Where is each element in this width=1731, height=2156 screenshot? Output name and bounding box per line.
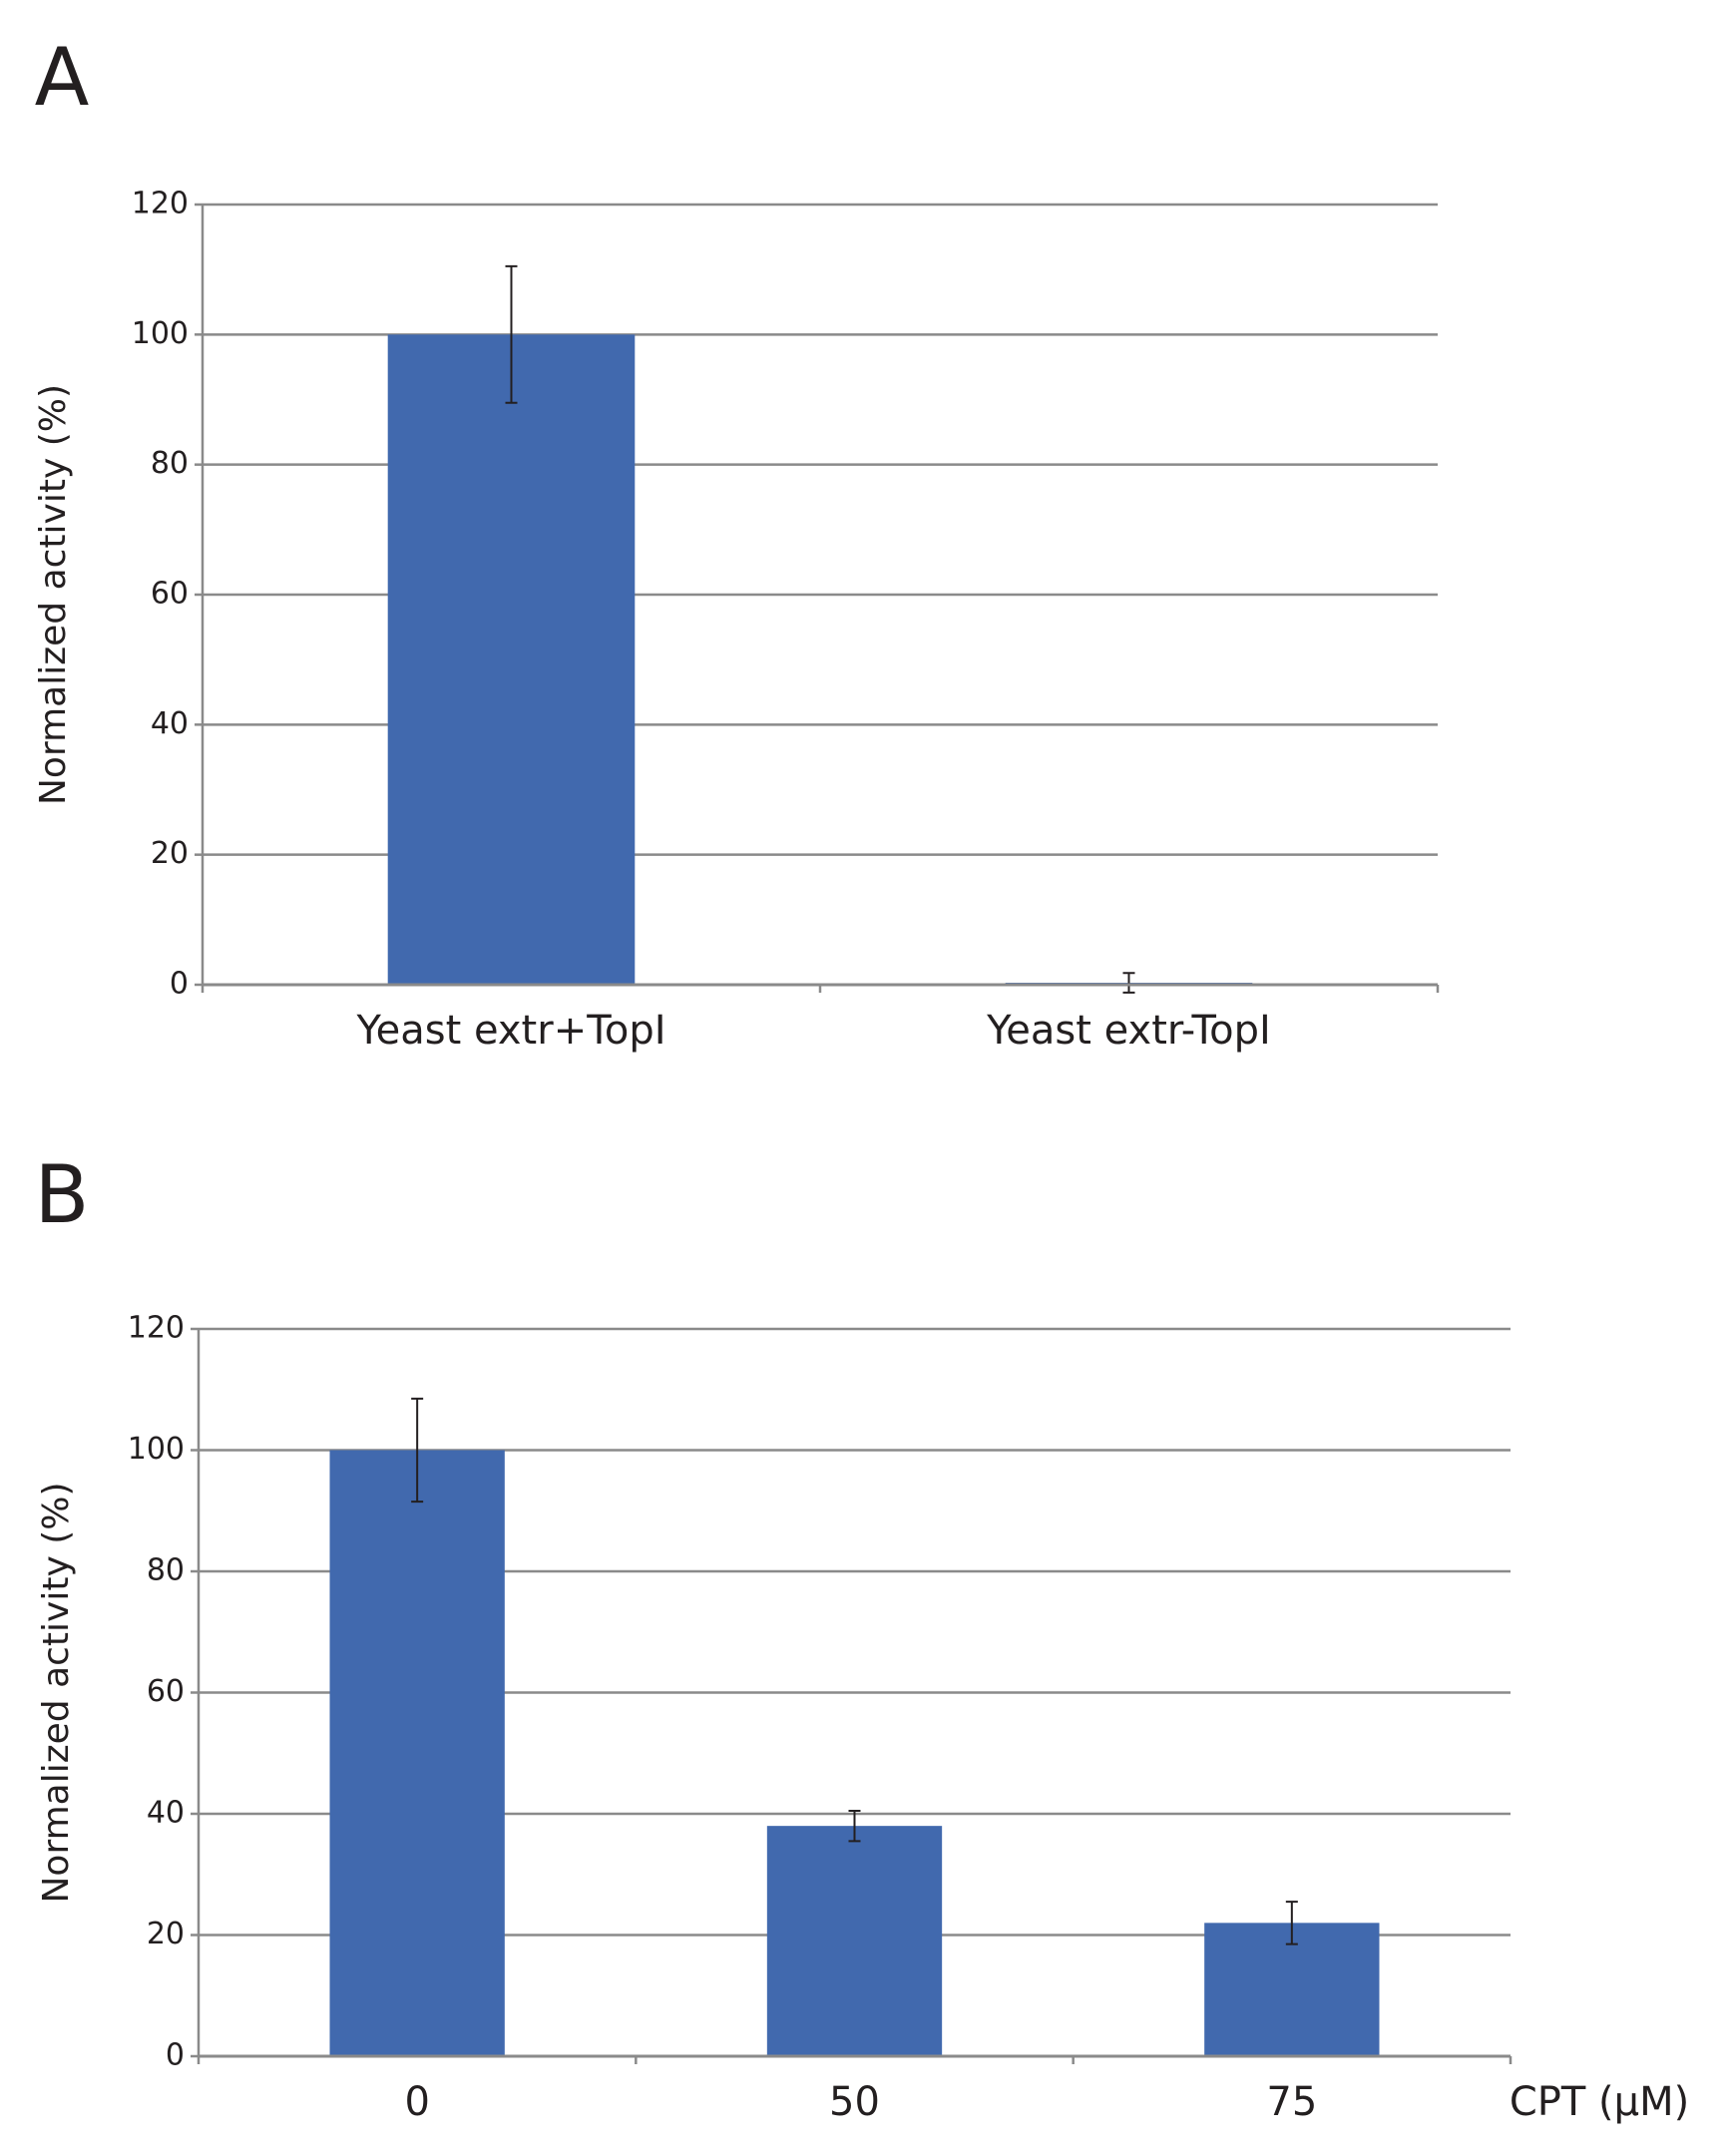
x-tick-label: Yeast extr-TopI xyxy=(986,1008,1271,1054)
y-tick-label: 120 xyxy=(132,187,189,221)
x-tick-label: 50 xyxy=(829,2079,880,2125)
x-axis-title: CPT (µM) xyxy=(1510,2079,1689,2125)
error-bar xyxy=(1122,972,1135,994)
x-tick-label: Yeast extr+TopI xyxy=(356,1008,666,1054)
y-tick-label: 100 xyxy=(128,1432,185,1467)
error-bar xyxy=(848,1809,861,1843)
error-bar xyxy=(505,264,518,404)
y-tick-label: 120 xyxy=(128,1311,185,1346)
y-tick-label: 20 xyxy=(151,836,189,871)
y-axis-title: Normalized activity (%) xyxy=(33,384,74,805)
y-tick-label: 20 xyxy=(147,1917,185,1951)
x-tick-label: 0 xyxy=(404,2079,429,2125)
y-tick-label: 80 xyxy=(151,446,189,481)
y-tick-label: 40 xyxy=(151,706,189,741)
error-bar xyxy=(1285,1901,1298,1945)
y-tick-label: 0 xyxy=(170,967,189,1002)
bar xyxy=(387,334,636,985)
panel-label: A xyxy=(35,31,90,124)
bar xyxy=(1204,1923,1380,2056)
y-tick-label: 80 xyxy=(147,1553,185,1588)
x-tick-label: 75 xyxy=(1266,2079,1317,2125)
y-tick-label: 40 xyxy=(147,1796,185,1831)
y-tick-label: 0 xyxy=(166,2038,185,2073)
panel-label: B xyxy=(35,1148,90,1241)
y-tick-label: 60 xyxy=(151,577,189,612)
bar xyxy=(766,1826,943,2056)
y-tick-label: 100 xyxy=(132,316,189,351)
bar xyxy=(329,1450,505,2056)
y-tick-label: 60 xyxy=(147,1674,185,1709)
y-axis-title: Normalized activity (%) xyxy=(36,1482,77,1903)
error-bar xyxy=(411,1397,424,1504)
